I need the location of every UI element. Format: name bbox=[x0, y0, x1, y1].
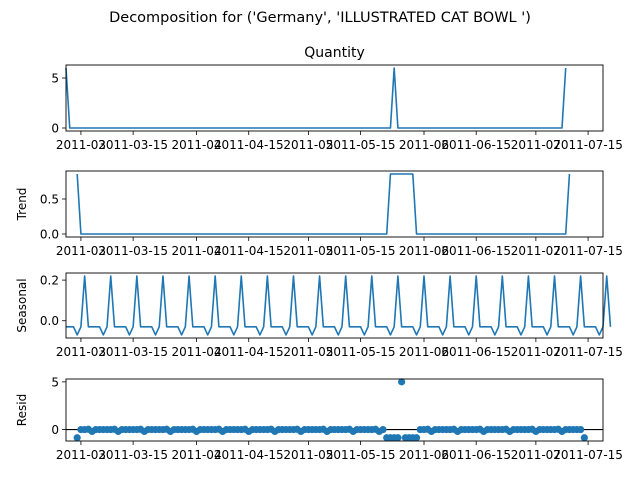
seasonal-xtick-label: 2011-03-15 bbox=[98, 345, 168, 359]
quantity-series-line bbox=[65, 67, 567, 129]
quantity-xtick-label: 2011-07 bbox=[511, 138, 561, 152]
trend-xtick-label: 2011-07 bbox=[511, 244, 561, 258]
seasonal-xtick-label: 2011-05-15 bbox=[326, 345, 396, 359]
quantity-xtick-label: 2011-05-15 bbox=[326, 138, 396, 152]
quantity-axes-frame bbox=[65, 64, 604, 132]
seasonal-xtick-label: 2011-07-15 bbox=[553, 345, 623, 359]
resid-xtick-label: 2011-04-15 bbox=[214, 448, 284, 462]
resid-xtick-label: 2011-03 bbox=[56, 448, 106, 462]
resid-point bbox=[412, 434, 421, 442]
seasonal-xtick-label: 2011-06-15 bbox=[441, 345, 511, 359]
quantity-xtick-label: 2011-03-15 bbox=[98, 138, 168, 152]
resid-point bbox=[394, 434, 402, 442]
resid-axes-frame bbox=[65, 378, 604, 442]
resid-ytick-label: 5 bbox=[51, 375, 59, 389]
resid-xtick-label: 2011-07-15 bbox=[553, 448, 623, 462]
seasonal-xtick-label: 2011-06 bbox=[399, 345, 449, 359]
seasonal-xtick-label: 2011-03 bbox=[56, 345, 106, 359]
quantity-xtick-label: 2011-06-15 bbox=[441, 138, 511, 152]
trend-xtick-label: 2011-06 bbox=[399, 244, 449, 258]
trend-ytick-label: 0.0 bbox=[40, 227, 59, 241]
trend-xtick-label: 2011-07-15 bbox=[553, 244, 623, 258]
trend-xtick-label: 2011-04-15 bbox=[214, 244, 284, 258]
quantity-xtick-label: 2011-06 bbox=[399, 138, 449, 152]
resid-point bbox=[73, 434, 81, 442]
resid-xtick-label: 2011-05-15 bbox=[326, 448, 396, 462]
trend-ytick-label: 0.5 bbox=[40, 192, 59, 206]
resid-xtick-label: 2011-07 bbox=[511, 448, 561, 462]
trend-xtick-label: 2011-03-15 bbox=[98, 244, 168, 258]
resid-ylabel: Resid bbox=[15, 394, 29, 426]
seasonal-series-line bbox=[66, 275, 612, 336]
seasonal-ytick-label: 0.2 bbox=[40, 274, 59, 288]
trend-series-line bbox=[76, 173, 571, 235]
seasonal-xtick-label: 2011-04-15 bbox=[214, 345, 284, 359]
seasonal-ytick-label: 0.0 bbox=[40, 314, 59, 328]
resid-ytick-label: 0 bbox=[51, 423, 59, 437]
resid-point bbox=[379, 425, 387, 434]
trend-axes-frame bbox=[65, 170, 604, 238]
trend-xtick-label: 2011-05-15 bbox=[326, 244, 396, 258]
resid-xtick-label: 2011-06 bbox=[399, 448, 449, 462]
resid-xtick-label: 2011-06-15 bbox=[441, 448, 511, 462]
trend-xtick-label: 2011-04 bbox=[171, 244, 221, 258]
quantity-xtick-label: 2011-03 bbox=[56, 138, 106, 152]
trend-xtick-label: 2011-03 bbox=[56, 244, 106, 258]
seasonal-ylabel: Seasonal bbox=[15, 278, 29, 332]
quantity-xtick-label: 2011-05 bbox=[283, 138, 333, 152]
resid-xtick-label: 2011-03-15 bbox=[98, 448, 168, 462]
seasonal-xtick-label: 2011-05 bbox=[283, 345, 333, 359]
quantity-ytick-label: 5 bbox=[51, 72, 59, 86]
resid-point bbox=[398, 378, 406, 386]
resid-point bbox=[580, 434, 588, 442]
resid-xtick-label: 2011-05 bbox=[283, 448, 333, 462]
seasonal-xtick-label: 2011-04 bbox=[171, 345, 221, 359]
seasonal-xtick-label: 2011-07 bbox=[511, 345, 561, 359]
trend-xtick-label: 2011-06-15 bbox=[441, 244, 511, 258]
quantity-ytick-label: 0 bbox=[51, 122, 59, 136]
trend-xtick-label: 2011-05 bbox=[283, 244, 333, 258]
quantity-xtick-label: 2011-04 bbox=[171, 138, 221, 152]
trend-ylabel: Trend bbox=[15, 188, 29, 222]
quantity-xtick-label: 2011-07-15 bbox=[553, 138, 623, 152]
quantity-title: Quantity bbox=[304, 45, 365, 61]
resid-point bbox=[577, 425, 585, 434]
resid-xtick-label: 2011-04 bbox=[171, 448, 221, 462]
quantity-xtick-label: 2011-04-15 bbox=[214, 138, 284, 152]
seasonal-axes-frame bbox=[65, 272, 604, 339]
figure-suptitle: Decomposition for ('Germany', 'ILLUSTRAT… bbox=[109, 10, 531, 26]
